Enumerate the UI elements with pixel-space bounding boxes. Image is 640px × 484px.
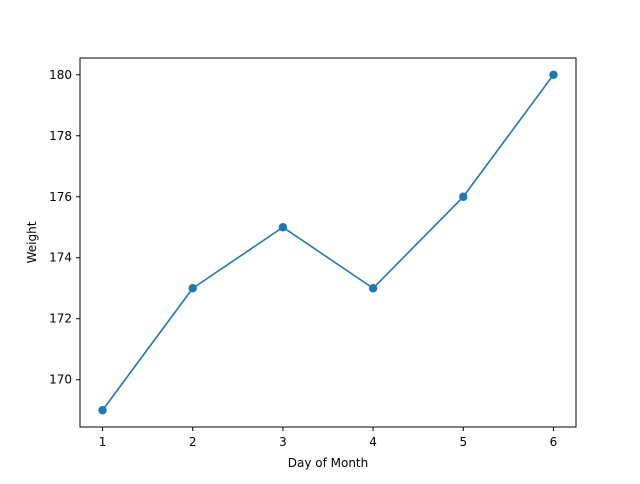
y-tick-label: 174 (49, 251, 72, 265)
plot-frame (79, 57, 577, 428)
x-tick-label: 1 (99, 435, 107, 449)
x-tick-label: 2 (189, 435, 197, 449)
x-tick-label: 4 (369, 435, 377, 449)
x-tick-label: 5 (459, 435, 467, 449)
data-point (549, 70, 558, 79)
x-tick-label: 3 (279, 435, 287, 449)
x-tick-label: 6 (550, 435, 558, 449)
data-point (278, 223, 288, 232)
data-point (188, 284, 197, 293)
y-tick-label: 180 (49, 68, 72, 82)
plot-area (79, 57, 577, 428)
data-point (459, 192, 468, 201)
series-line (101, 74, 555, 411)
y-tick-label: 170 (49, 373, 72, 387)
axis-ticks: 1 2 3 4 5 6 170 172 174 176 178 180 (49, 68, 557, 449)
y-tick-label: 178 (49, 129, 72, 143)
y-tick-label: 176 (49, 190, 72, 204)
y-tick-label: 172 (49, 312, 72, 326)
x-axis-label: Day of Month (288, 456, 369, 470)
y-axis-label: Weight (25, 221, 39, 263)
data-point (368, 284, 378, 293)
data-point (98, 406, 107, 415)
